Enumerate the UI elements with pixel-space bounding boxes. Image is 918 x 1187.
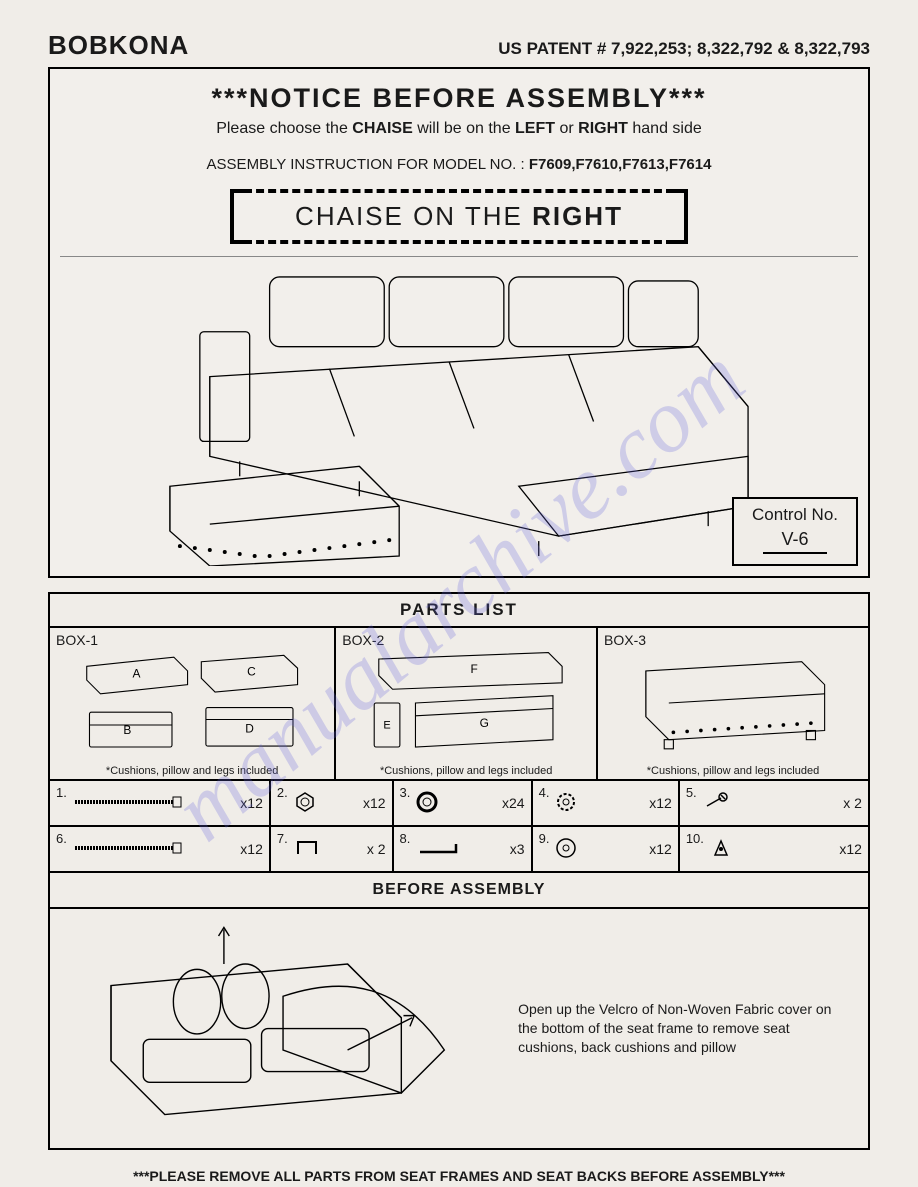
hardware-qty: x3 — [510, 841, 525, 857]
model-label: ASSEMBLY INSTRUCTION FOR MODEL NO. : — [207, 156, 529, 173]
bottom-notice: ***PLEASE REMOVE ALL PARTS FROM SEAT FRA… — [48, 1168, 870, 1184]
nut-icon — [294, 791, 316, 816]
hardware-number: 1. — [56, 785, 67, 800]
lock-washer-icon — [555, 791, 577, 816]
staple-icon — [294, 838, 320, 861]
svg-text:F: F — [471, 662, 478, 676]
chaise-side: RIGHT — [532, 201, 623, 231]
left-word: LEFT — [515, 120, 555, 137]
box-2-note: *Cushions, pillow and legs included — [342, 765, 590, 777]
box-3-cell: BOX-3 *Cushions, pillow and legs include… — [598, 628, 868, 779]
bolt-long-icon — [73, 795, 183, 812]
svg-text:D: D — [245, 721, 254, 735]
box-1-note: *Cushions, pillow and legs included — [56, 765, 328, 777]
hardware-number: 8. — [400, 831, 411, 846]
hardware-number: 6. — [56, 831, 67, 846]
box-2-cell: BOX-2 F E G *Cushions, pillow and legs i… — [336, 628, 598, 779]
boxes-row: BOX-1 A C B D *Cushions, pillow and legs… — [50, 628, 868, 781]
model-line: ASSEMBLY INSTRUCTION FOR MODEL NO. : F76… — [60, 156, 858, 173]
before-assembly-title: BEFORE ASSEMBLY — [50, 873, 868, 909]
hardware-qty: x12 — [649, 841, 672, 857]
hardware-cell-6: 6. x12 — [50, 827, 271, 871]
brand: BOBKONA — [48, 30, 189, 61]
svg-text:C: C — [247, 665, 256, 679]
control-label: Control No. — [752, 505, 838, 525]
svg-text:E: E — [384, 720, 391, 732]
parts-and-before-panel: PARTS LIST BOX-1 A C B D *Cushions, pill… — [48, 592, 870, 1150]
box-1-cell: BOX-1 A C B D *Cushions, pillow and legs… — [50, 628, 336, 779]
hardware-number: 2. — [277, 785, 288, 800]
hardware-cell-7: 7. x 2 — [271, 827, 394, 871]
box-1-label: BOX-1 — [56, 632, 328, 648]
hardware-cell-4: 4. x12 — [533, 781, 680, 825]
right-word: RIGHT — [578, 120, 628, 137]
hardware-qty: x12 — [240, 841, 263, 857]
hardware-cell-2: 2. x12 — [271, 781, 394, 825]
box-3-note: *Cushions, pillow and legs included — [604, 765, 862, 777]
hardware-row-2: 6. x12 7. x 2 8. x3 9. x12 10. x12 — [50, 827, 868, 873]
wrench-icon — [703, 792, 733, 815]
svg-text:G: G — [480, 716, 489, 730]
notice-subtitle: Please choose the CHAISE will be on the … — [60, 120, 858, 138]
hardware-qty: x 2 — [843, 795, 862, 811]
text-node: or — [555, 120, 578, 137]
hardware-qty: x 2 — [367, 841, 386, 857]
hardware-number: 10. — [686, 831, 704, 846]
control-number-box: Control No. V-6 — [732, 497, 858, 566]
sofa-illustration-area: Control No. V-6 — [60, 256, 858, 566]
hardware-cell-10: 10. x12 — [680, 827, 868, 871]
text-node: Please choose the — [216, 120, 352, 137]
box3-svg — [604, 648, 862, 758]
hardware-qty: x12 — [839, 841, 862, 857]
box1-svg: A C B D — [56, 648, 328, 758]
before-assembly-text: Open up the Velcro of Non-Woven Fabric c… — [518, 1000, 850, 1057]
header-row: BOBKONA US PATENT # 7,922,253; 8,322,792… — [48, 30, 870, 61]
hardware-number: 9. — [539, 831, 550, 846]
hardware-number: 7. — [277, 831, 288, 846]
text-node: will be on the — [413, 120, 515, 137]
box-3-label: BOX-3 — [604, 632, 862, 648]
hardware-cell-3: 3. x24 — [394, 781, 533, 825]
parts-title: PARTS LIST — [50, 594, 868, 628]
hardware-qty: x12 — [363, 795, 386, 811]
hardware-qty: x24 — [502, 795, 525, 811]
hardware-number: 3. — [400, 785, 411, 800]
chaise-pre: CHAISE ON THE — [295, 201, 532, 231]
patent-line: US PATENT # 7,922,253; 8,322,792 & 8,322… — [498, 39, 870, 59]
chaise-callout: CHAISE ON THE RIGHT — [244, 189, 674, 244]
hex-key-icon — [416, 840, 466, 859]
control-value: V-6 — [763, 529, 826, 554]
hardware-qty: x12 — [240, 795, 263, 811]
svg-text:A: A — [133, 666, 141, 680]
notice-panel: ***NOTICE BEFORE ASSEMBLY*** Please choo… — [48, 67, 870, 578]
hardware-number: 5. — [686, 785, 697, 800]
box2-svg: F E G — [342, 648, 590, 758]
notice-title: ***NOTICE BEFORE ASSEMBLY*** — [60, 83, 858, 114]
bolt-long-icon — [73, 841, 183, 858]
hardware-row-1: 1. x12 2. x12 3. x24 4. x12 5. x 2 — [50, 781, 868, 827]
before-assembly-area: Open up the Velcro of Non-Woven Fabric c… — [50, 909, 868, 1148]
washer-flat-icon — [555, 837, 577, 862]
svg-text:B: B — [123, 723, 131, 737]
hardware-cell-1: 1. x12 — [50, 781, 271, 825]
hardware-number: 4. — [539, 785, 550, 800]
hardware-cell-5: 5. x 2 — [680, 781, 868, 825]
foot-icon — [710, 837, 732, 862]
hardware-qty: x12 — [649, 795, 672, 811]
box-2-label: BOX-2 — [342, 632, 590, 648]
washer-thick-icon — [416, 791, 438, 816]
before-diagram-svg — [68, 921, 498, 1136]
hardware-cell-9: 9. x12 — [533, 827, 680, 871]
model-numbers: F7609,F7610,F7613,F7614 — [529, 156, 712, 173]
hardware-cell-8: 8. x3 — [394, 827, 533, 871]
chaise-word: CHAISE — [352, 120, 412, 137]
text-node: hand side — [628, 120, 702, 137]
